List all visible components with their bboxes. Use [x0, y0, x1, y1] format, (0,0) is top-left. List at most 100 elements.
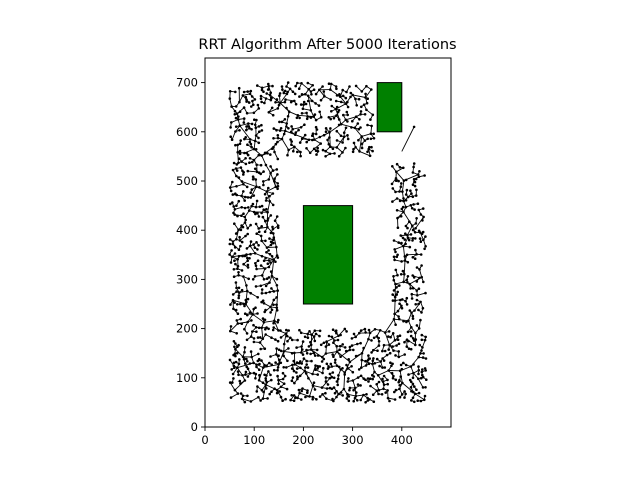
- tree-node: [341, 394, 345, 397]
- tree-node: [292, 399, 296, 403]
- tree-node: [282, 350, 286, 353]
- tree-node: [242, 190, 245, 193]
- tree-node: [244, 95, 248, 99]
- tree-node: [305, 352, 309, 355]
- tree-node: [393, 248, 397, 251]
- tree-node: [419, 318, 422, 322]
- tree-node: [295, 116, 299, 120]
- tree-node: [332, 116, 336, 120]
- tree-edge: [299, 392, 310, 397]
- tree-node: [270, 274, 274, 278]
- tree-node: [402, 179, 406, 182]
- tree-node: [370, 88, 373, 91]
- tree-node: [269, 373, 272, 377]
- tree-node: [402, 244, 405, 248]
- tree-edge: [345, 116, 357, 121]
- tree-node: [265, 190, 269, 193]
- tree-node: [359, 341, 362, 345]
- tree-node: [318, 334, 321, 338]
- tree-node: [350, 337, 354, 340]
- tree-node: [335, 380, 339, 383]
- tree-node: [324, 155, 327, 158]
- tree-node: [267, 370, 270, 373]
- tree-node: [412, 177, 416, 181]
- tree-node: [234, 143, 237, 147]
- tree-node: [394, 179, 398, 182]
- tree-node: [237, 291, 241, 294]
- tree-node: [335, 350, 339, 353]
- tree-node: [341, 367, 344, 370]
- tree-node: [290, 338, 294, 342]
- tree-edge: [395, 281, 404, 285]
- tree-node: [298, 95, 301, 98]
- tree-node: [237, 176, 241, 179]
- tree-node: [311, 134, 314, 137]
- tree-node: [228, 186, 232, 189]
- tree-node: [268, 200, 272, 203]
- tree-node: [230, 368, 233, 371]
- tree-node: [244, 373, 247, 376]
- tree-node: [418, 170, 421, 173]
- tree-node: [387, 335, 390, 338]
- tree-node: [279, 385, 283, 389]
- tree-node: [373, 328, 377, 331]
- tree-node: [281, 88, 284, 91]
- tree-node: [390, 364, 393, 368]
- tree-edge: [275, 247, 278, 256]
- tree-node: [300, 398, 303, 401]
- tree-node: [250, 188, 254, 191]
- tree-node: [243, 221, 247, 224]
- tree-node: [245, 289, 249, 293]
- tree-edge: [403, 260, 406, 275]
- tree-edge: [247, 314, 254, 323]
- tree-node: [360, 105, 363, 109]
- tree-node: [335, 331, 338, 335]
- tree-node: [332, 341, 335, 345]
- tree-node: [403, 353, 407, 356]
- tree-node: [245, 125, 248, 128]
- tree-edge: [269, 94, 281, 104]
- tree-node: [344, 96, 348, 100]
- tree-node: [257, 215, 261, 218]
- tree-node: [275, 245, 278, 249]
- tree-node: [324, 149, 327, 153]
- tree-node: [412, 162, 416, 165]
- tree-edge: [276, 389, 282, 398]
- tree-node: [347, 395, 351, 398]
- tree-node: [337, 392, 340, 396]
- tree-node: [257, 141, 261, 145]
- tree-node: [257, 357, 261, 361]
- tree-edge: [241, 398, 252, 402]
- tree-node: [397, 342, 401, 346]
- tree-node: [338, 344, 342, 348]
- tree-node: [371, 113, 375, 117]
- tree-node: [249, 291, 252, 295]
- tree-node: [285, 85, 288, 88]
- tree-node: [405, 278, 409, 282]
- tree-node: [273, 150, 276, 154]
- tree-node: [237, 271, 240, 274]
- tree-node: [271, 169, 275, 172]
- tree-node: [414, 194, 418, 197]
- tree-node: [276, 226, 280, 230]
- tree-node: [266, 397, 269, 400]
- tree-node: [296, 338, 299, 342]
- tree-node: [391, 187, 395, 190]
- tree-node: [282, 91, 286, 95]
- tree-node: [398, 199, 402, 203]
- tree-node: [417, 229, 421, 233]
- tree-node: [420, 349, 423, 352]
- tree-node: [373, 370, 376, 374]
- tree-node: [344, 118, 348, 122]
- tree-node: [249, 335, 253, 338]
- tree-node: [253, 275, 257, 278]
- tree-node: [379, 360, 383, 363]
- tree-node: [409, 347, 413, 351]
- tree-node: [413, 392, 417, 396]
- tree-node: [268, 361, 271, 365]
- tree-node: [255, 185, 258, 188]
- tree-node: [248, 92, 252, 96]
- tree-node: [290, 125, 293, 128]
- tree-node: [242, 262, 245, 266]
- tree-node: [245, 284, 248, 287]
